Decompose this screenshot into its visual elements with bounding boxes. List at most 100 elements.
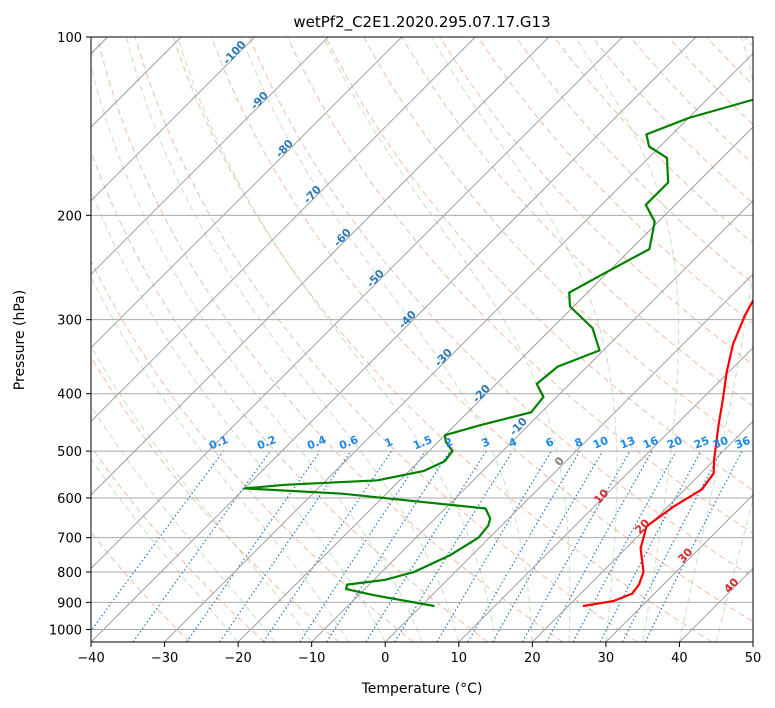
isotherm [91,37,256,202]
x-axis-ticks: −40 −30 −20 −10 0 10 20 30 40 50 [77,642,761,666]
moist-adiabat [574,37,680,642]
moist-adiabat [430,37,618,642]
plot-frame [90,36,754,643]
y-tick-label: 400 [57,388,82,403]
isotherm-label: -40 [396,308,419,332]
moist-adiabat [678,37,753,642]
temperature-line [582,298,753,608]
x-tick-label: 40 [671,651,688,666]
isotherm [752,641,753,642]
mixing-ratio-line [262,450,392,642]
mixing-ratio-line [219,450,352,642]
mixing-ratio-line [436,450,553,642]
dewpoint-line [243,98,753,608]
isotherm-label: 20 [632,516,652,536]
mixing-ratio-line [572,450,677,642]
isotherm [91,37,476,423]
moist-adiabat [125,37,460,642]
mixing-ratio-label: 13 [618,434,637,452]
isotherm-label: 0 [552,454,567,469]
mixing-ratio-line [132,450,271,642]
x-axis-label: Temperature (°C) [361,681,483,697]
dry-adiabat [91,445,265,642]
mixing-ratio-label: 3 [480,435,492,450]
isotherm-label: -70 [301,183,324,207]
moist-adiabat [715,498,753,642]
mixing-ratio-line [521,450,631,642]
dry-adiabat [172,37,713,642]
mixing-ratio-line [326,450,451,642]
dry-adiabat [91,356,340,642]
y-tick-label: 900 [57,596,82,611]
dry-adiabat [287,37,753,534]
isotherm [91,37,329,275]
mixing-ratio-label: 20 [665,434,684,452]
isotherm [91,37,403,349]
isotherm [458,347,753,642]
x-tick-label: −40 [77,651,104,666]
dry-adiabat [91,150,489,642]
y-tick-label: 800 [57,566,82,581]
isotherm [605,494,753,642]
dry-adiabat [744,37,753,47]
isotherm [91,37,550,496]
isotherm [311,199,753,642]
isotherm-label: -60 [331,226,354,250]
moist-adiabat [91,37,349,642]
background-lines [91,37,753,642]
dry-adiabat [705,37,753,86]
x-tick-label: 20 [524,651,541,666]
x-tick-label: 30 [598,651,615,666]
isotherm-label: 30 [675,545,695,565]
isotherm [384,273,753,642]
y-tick-label: 600 [57,492,82,507]
mixing-ratio-line [467,450,581,642]
line-labels: -100-90-80-70-60-50-40-30-20-10010203040… [207,38,752,596]
mixing-ratio-line [644,450,743,642]
y-tick-label: 200 [57,209,82,224]
moist-adiabat [241,37,533,642]
mixing-ratio-label: 0.2 [255,433,278,452]
isotherm [237,126,753,642]
mixing-ratio-label: 36 [733,434,752,452]
chart-grid [91,37,753,642]
moist-adiabat [752,640,753,642]
dry-adiabat [325,37,753,491]
y-tick-label: 700 [57,532,82,547]
moist-adiabat [91,37,423,642]
mixing-ratio-label: 25 [692,434,711,452]
isotherm-label: -100 [220,38,249,67]
y-axis-label: Pressure (hPa) [12,290,28,390]
x-tick-label: 50 [745,651,762,666]
y-tick-label: 100 [57,31,82,46]
isotherm-label: 10 [591,486,611,506]
dry-adiabat [134,37,638,642]
isotherm [91,37,697,642]
mixing-ratio-label: 2 [443,435,455,450]
chart-title: wetPf2_C2E1.2020.295.07.17.G13 [293,13,550,32]
isotherm [531,420,753,642]
mixing-ratio-label: 30 [711,434,730,452]
y-tick-label: 1000 [49,623,82,638]
x-tick-label: −30 [151,651,178,666]
moist-adiabat [91,37,239,642]
isotherm-label: -20 [470,382,493,406]
mixing-ratio-label: 8 [573,435,585,450]
dry-adiabat [248,37,753,578]
isotherm-label: -50 [364,267,387,291]
mixing-ratio-label: 1 [383,435,395,450]
moist-adiabat [177,37,497,642]
y-axis-ticks: 100 200 300 400 500 600 700 800 900 1000 [49,31,91,638]
x-tick-label: 10 [451,651,468,666]
profile-curves [243,98,753,608]
isotherm-label: -90 [248,89,271,113]
mixing-ratio-line [186,450,321,642]
isotherm-label: -80 [273,137,296,161]
dry-adiabat [515,37,753,284]
moist-adiabat [91,37,313,642]
dry-adiabat [96,37,563,642]
mixing-ratio-label: 0.4 [305,433,328,452]
x-tick-label: 0 [381,651,389,666]
x-tick-label: −20 [224,651,251,666]
